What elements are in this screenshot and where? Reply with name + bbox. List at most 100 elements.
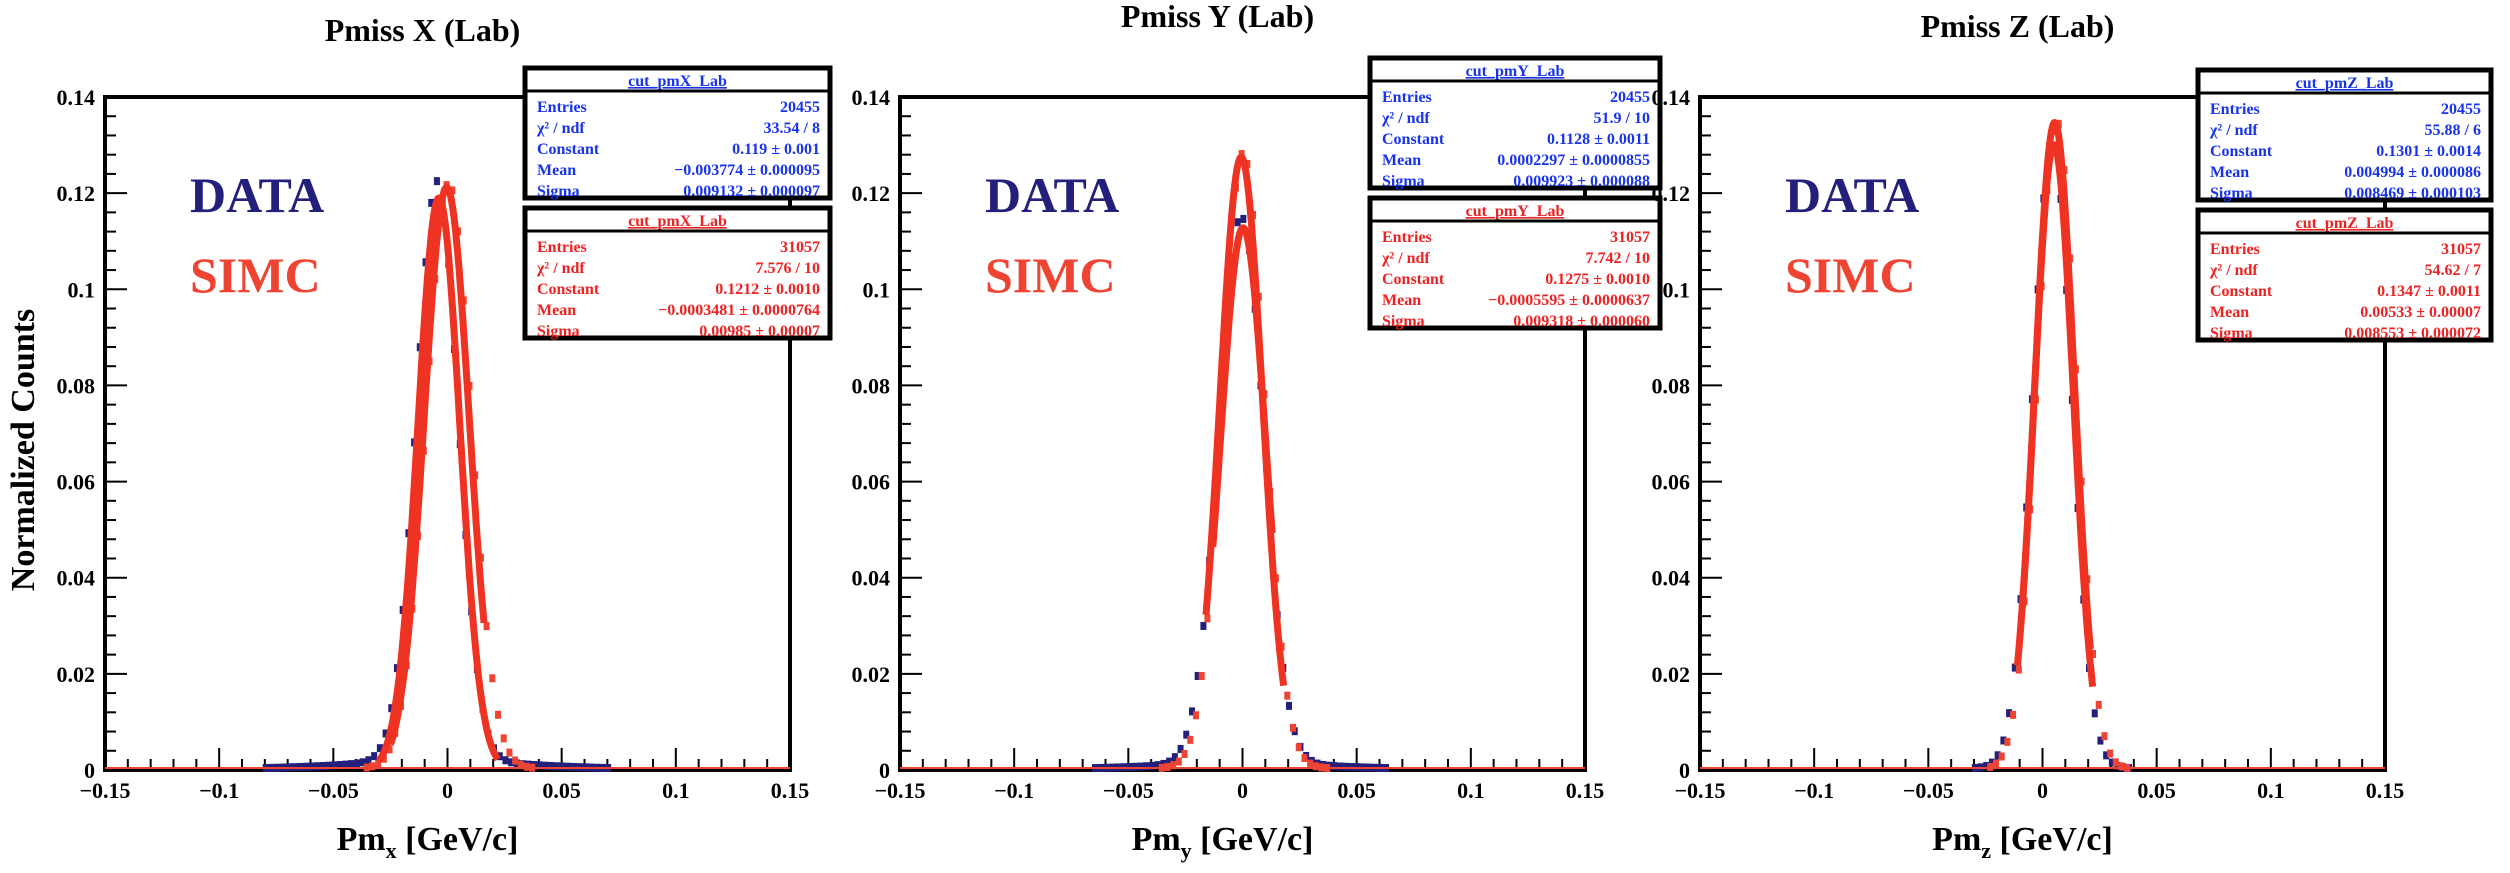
stats-box: cut_pmX_Lab Entries 31057 χ² / ndf 7.576 / 1…: [522, 205, 833, 341]
stats-row-value: 20455: [780, 99, 820, 116]
stats-row-label: Entries: [1382, 229, 1432, 246]
stats-row-label: Mean: [2210, 304, 2249, 321]
stats-row-label: Constant: [1382, 271, 1445, 288]
histogram-point-data: [2108, 758, 2115, 767]
fit-curve-simc: [2013, 119, 2094, 666]
stats-row-label: Constant: [537, 281, 600, 298]
stats-row-label: χ² / ndf: [536, 260, 585, 277]
x-tick-label: 0.15: [1566, 778, 1605, 803]
stats-row-value: 0.008469 ± 0.000103: [2344, 185, 2481, 202]
histogram-point-data: [359, 758, 366, 767]
stats-box-header: cut_pmX_Lab: [628, 73, 727, 90]
stats-row-value: 31057: [780, 239, 820, 256]
histogram-point-simc: [1284, 691, 1291, 700]
histogram-point-simc: [512, 756, 519, 765]
fit-curve-simc: [387, 183, 488, 746]
chart-panel-3: Pmiss Z (Lab) −0.15 −0.1 −0.05 0 0.05 0.1 0.15 0…: [1652, 8, 2494, 863]
histogram-point-simc: [506, 748, 513, 757]
histogram-point-simc: [1204, 614, 1211, 623]
x-tick-label: −0.1: [199, 778, 239, 803]
histogram-point-data: [2000, 736, 2007, 745]
x-axis-label-unit: [GeV/c]: [1991, 821, 2113, 858]
x-axis-label-subscript: z: [1981, 838, 1991, 863]
histogram-point-data: [319, 761, 326, 770]
x-tick-label: 0.1: [662, 778, 690, 803]
y-axis-label: Normalized Counts: [5, 309, 42, 591]
histogram-point-simc: [1987, 762, 1994, 771]
histogram-point-data: [570, 762, 577, 771]
legend-label-data: DATA: [190, 167, 324, 223]
histogram-point-data: [428, 198, 435, 207]
stats-row-label: Sigma: [2210, 325, 2253, 342]
histogram-point-data: [1194, 671, 1201, 680]
histogram-point-simc: [517, 760, 524, 769]
histogram-point-simc: [1175, 757, 1182, 766]
histogram-point-data: [1234, 218, 1241, 227]
histogram-point-data: [1994, 751, 2001, 760]
stats-row-value: 0.1301 ± 0.0014: [2376, 143, 2481, 160]
stats-row-label: Sigma: [2210, 185, 2253, 202]
histogram-point-data: [365, 756, 372, 765]
histogram-point-data: [548, 761, 555, 770]
histogram-point-simc: [1998, 752, 2005, 761]
stats-row-label: Entries: [2210, 241, 2260, 258]
histogram-point-simc: [2118, 762, 2125, 771]
histogram-point-data: [296, 762, 303, 771]
histogram-point-data: [1137, 762, 1144, 771]
y-tick-label: 0.02: [1652, 662, 1691, 687]
stats-row-label: χ² / ndf: [2209, 262, 2258, 279]
stats-row-value: 0.1347 ± 0.0011: [2377, 283, 2481, 300]
stats-row-label: Mean: [1382, 152, 1421, 169]
stats-row-value: 0.0002297 ± 0.0000855: [1497, 152, 1650, 169]
x-tick-label: 0.15: [2366, 778, 2405, 803]
histogram-point-simc: [1307, 759, 1314, 768]
histogram-point-data: [2091, 709, 2098, 718]
y-tick-label: 0.12: [57, 181, 96, 206]
stats-row-label: Mean: [1382, 292, 1421, 309]
stats-row-label: Sigma: [1382, 173, 1425, 190]
x-axis-label-unit: [GeV/c]: [397, 821, 519, 858]
histogram-point-data: [1154, 761, 1161, 770]
y-tick-label: 0.06: [852, 470, 891, 495]
legend-label-data: DATA: [1785, 167, 1919, 223]
x-axis-label: Pmy [GeV/c]: [1132, 821, 1314, 863]
stats-row-value: 0.1128 ± 0.0011: [1547, 131, 1650, 148]
histogram-point-data: [1200, 621, 1207, 630]
histogram-point-simc: [1992, 759, 1999, 768]
x-axis-label: Pmz [GeV/c]: [1932, 821, 2113, 863]
histogram-point-data: [2006, 709, 2013, 718]
stats-row-label: Mean: [537, 162, 576, 179]
histogram-point-data: [1131, 762, 1138, 771]
histogram-point-data: [1183, 730, 1190, 739]
histogram-point-data: [433, 177, 440, 186]
histogram-point-data: [336, 760, 343, 769]
x-axis-label-subscript: x: [386, 838, 397, 863]
stats-row-value: 51.9 / 10: [1594, 110, 1650, 127]
x-tick-label: 0: [442, 778, 453, 803]
histogram-point-simc: [489, 674, 496, 683]
stats-row-label: Entries: [537, 239, 587, 256]
histogram-point-data: [502, 756, 509, 765]
stats-row-value: 0.009132 ± 0.000097: [683, 183, 820, 200]
legend-label-data: DATA: [985, 167, 1119, 223]
histogram-point-simc: [386, 745, 393, 754]
y-tick-label: 0.08: [1652, 373, 1691, 398]
stats-row-value: 0.1275 ± 0.0010: [1545, 271, 1650, 288]
histogram-point-simc: [2004, 737, 2011, 746]
x-axis-label-subscript: y: [1181, 838, 1192, 863]
x-axis-label-main: Pm: [1132, 821, 1181, 858]
histogram-point-simc: [2090, 649, 2097, 658]
histogram-point-data: [536, 761, 543, 770]
histogram-point-data: [1188, 707, 1195, 716]
y-tick-label: 0.06: [1652, 470, 1691, 495]
stats-row-label: χ² / ndf: [1381, 110, 1430, 127]
stats-row-label: Constant: [2210, 283, 2273, 300]
x-tick-label: −0.1: [994, 778, 1034, 803]
histogram-point-data: [348, 760, 355, 769]
stats-row-label: χ² / ndf: [2209, 122, 2258, 139]
stats-row-value: 0.009318 ± 0.000060: [1513, 313, 1650, 330]
y-tick-label: 0.1: [1663, 277, 1691, 302]
stats-row-value: 54.62 / 7: [2425, 262, 2481, 279]
chart-title: Pmiss X (Lab): [325, 12, 521, 48]
